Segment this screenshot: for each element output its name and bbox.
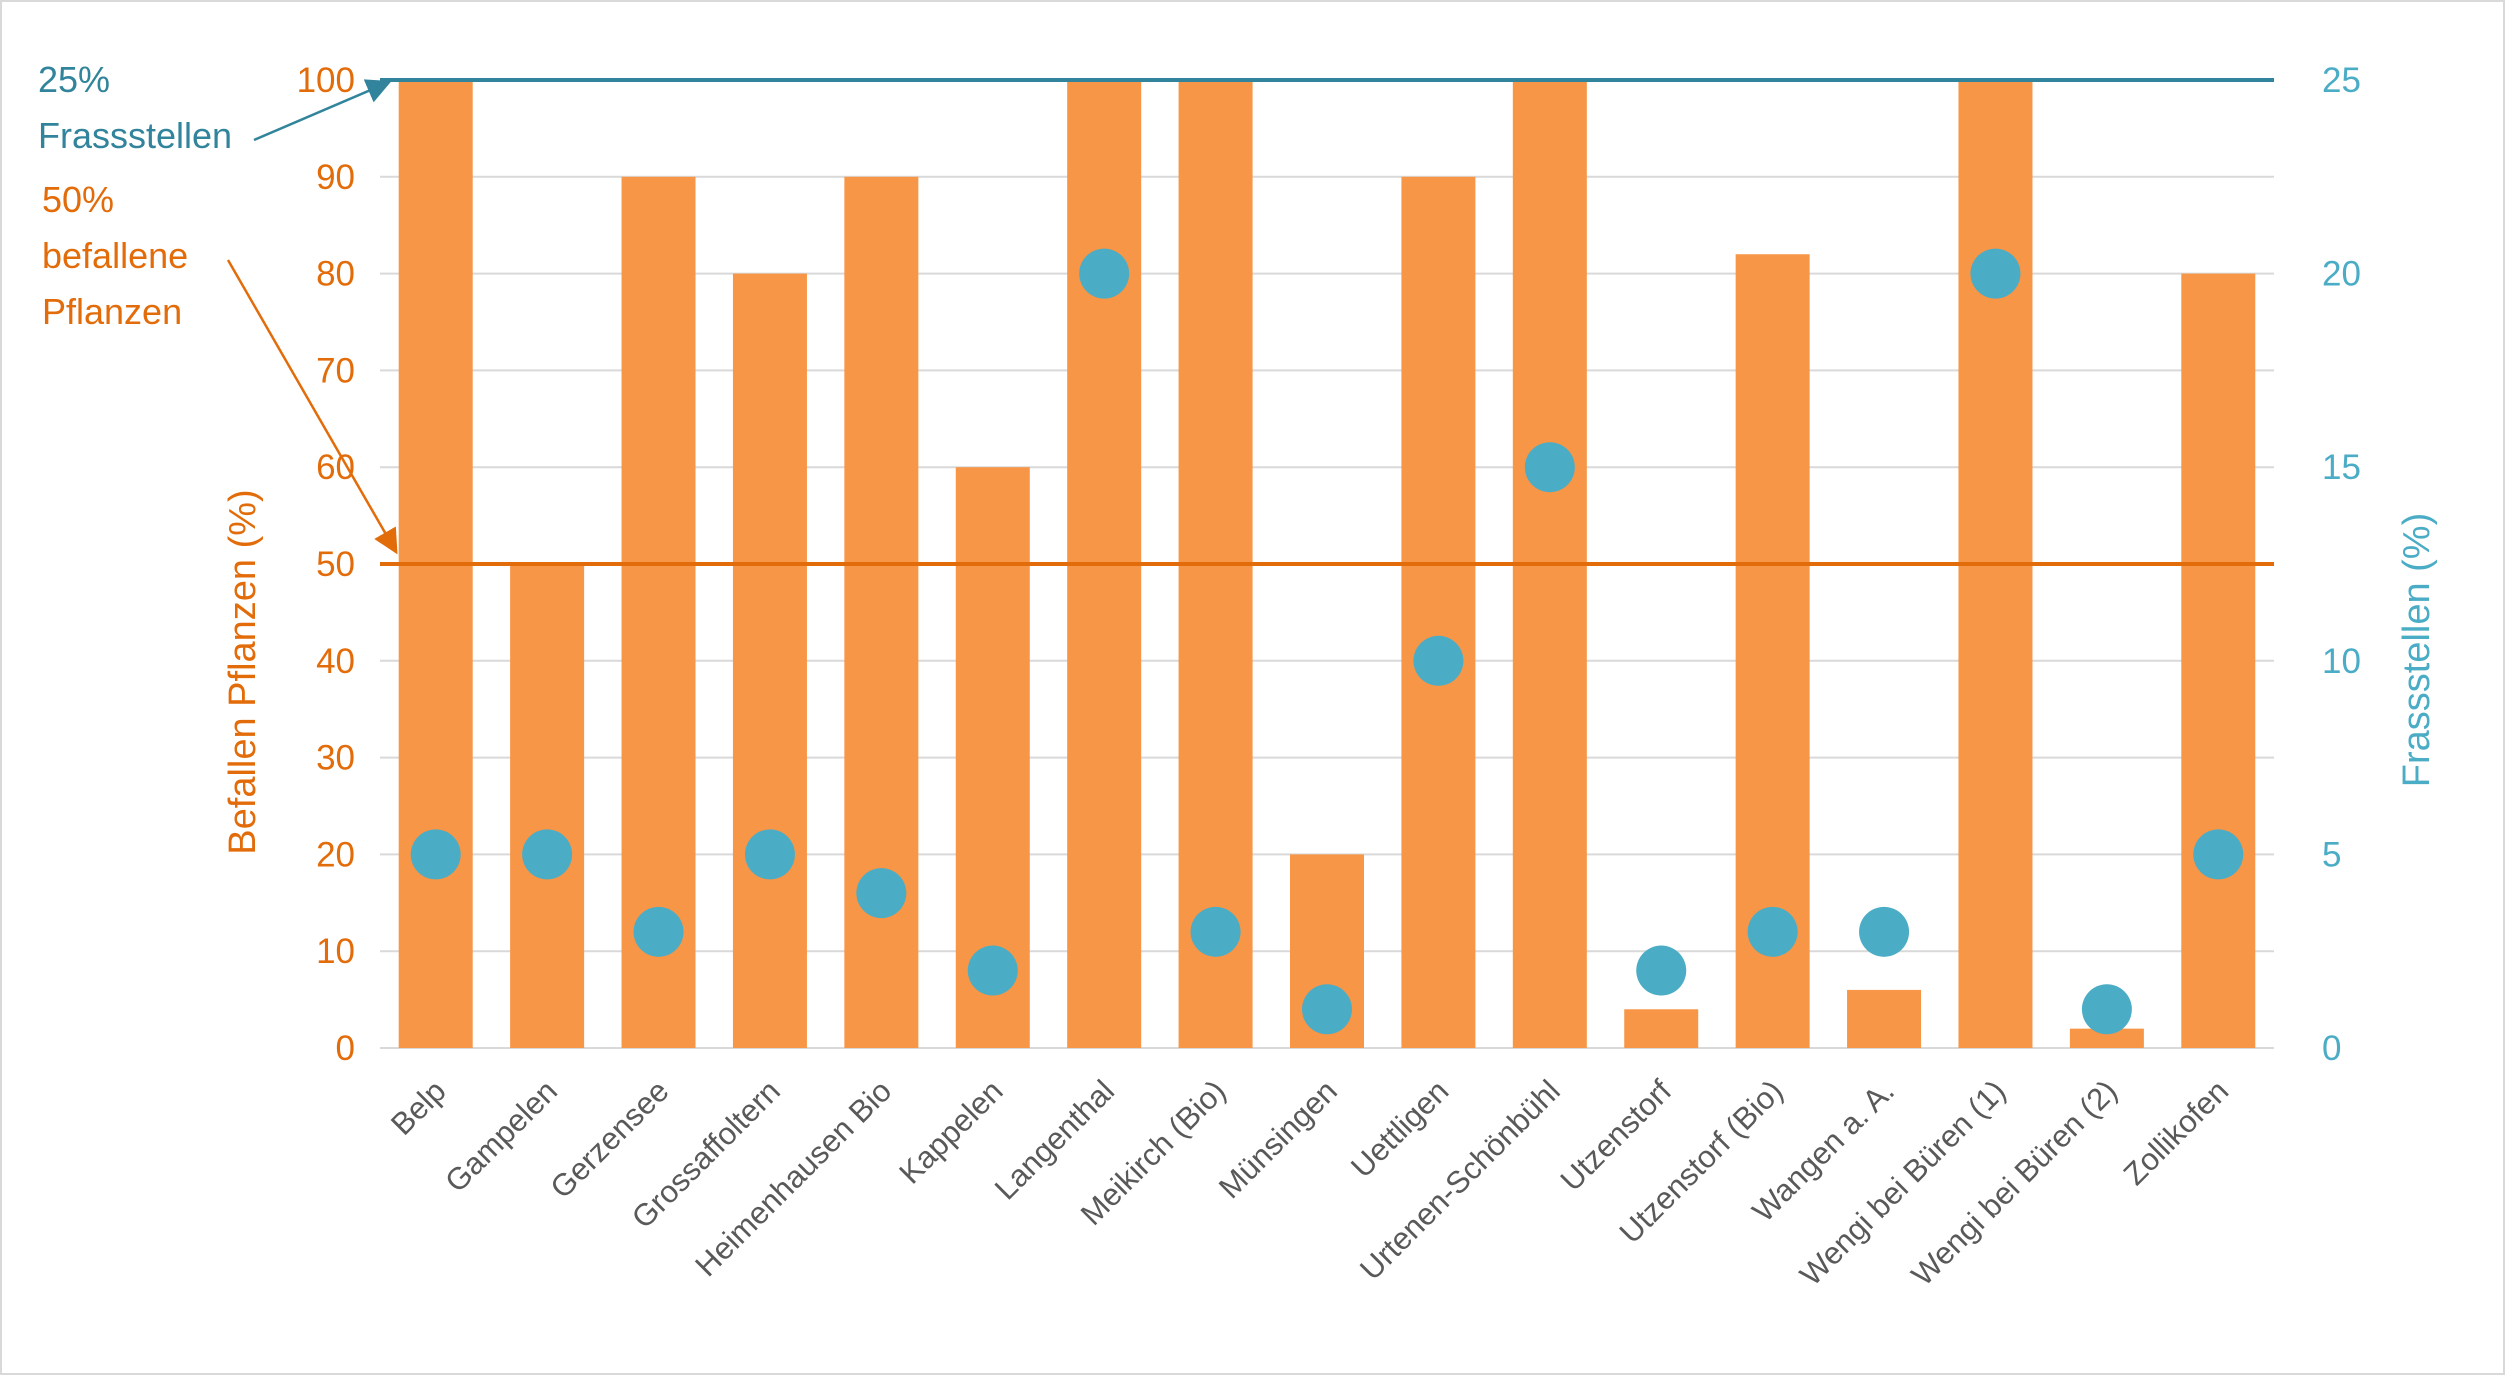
data-point	[1747, 906, 1798, 957]
data-point	[1970, 248, 2021, 299]
data-point	[744, 829, 795, 880]
y-axis-title: Befallen Pflanzen (%)	[222, 489, 264, 854]
x-tick-label: Kappelen	[892, 1073, 1009, 1190]
annotation-line: 50%	[42, 179, 114, 220]
data-point	[410, 829, 461, 880]
annotation-line: 25%	[38, 59, 110, 100]
y2-tick-label: 15	[2322, 448, 2361, 487]
data-point	[1190, 906, 1241, 957]
y-tick-label: 30	[316, 739, 355, 778]
y2-tick-label: 20	[2322, 255, 2361, 294]
annotations: 25% Frassstellen 50% befallene Pflanzen	[38, 59, 398, 555]
data-point	[1302, 984, 1352, 1035]
data-point	[1524, 442, 1575, 493]
data-point	[967, 945, 1018, 996]
x-tick-label: Heimenhausen Bio	[688, 1073, 898, 1283]
bar	[510, 564, 585, 1048]
y2-tick-label: 5	[2322, 835, 2341, 874]
bar	[732, 273, 807, 1049]
x-tick-label: Belp	[384, 1073, 453, 1142]
x-tick-label: Wengi bei Büren (2)	[1905, 1073, 2124, 1292]
y-tick-label: 80	[316, 255, 355, 294]
bar	[2069, 1028, 2144, 1048]
bar	[1847, 989, 1922, 1048]
y2-tick-label: 25	[2322, 61, 2361, 100]
data-point	[1636, 945, 1687, 996]
x-tick-label: Münsingen	[1212, 1073, 1344, 1205]
x-tick-label: Zollikofen	[2117, 1073, 2236, 1192]
y2-tick-label: 0	[2322, 1029, 2341, 1068]
y-tick-label: 40	[316, 642, 355, 681]
y-tick-label: 60	[316, 448, 355, 487]
bar	[1624, 1009, 1699, 1048]
annotation-25-frassstellen: 25% Frassstellen	[38, 59, 232, 156]
data-point	[2081, 984, 2132, 1035]
bar	[621, 176, 696, 1049]
y-axis-ticks: 0 10 20 30 40 50 60 70 80 90 100	[297, 61, 355, 1068]
bar	[2181, 273, 2256, 1049]
data-point	[633, 906, 684, 957]
annotation-50-befallene-pflanzen: 50% befallene Pflanzen	[42, 179, 188, 332]
y-tick-label: 10	[316, 932, 355, 971]
scatter-series	[410, 248, 2244, 1035]
annotation-arrow-orange	[226, 259, 398, 555]
data-point	[522, 829, 573, 880]
y-tick-label: 90	[316, 158, 355, 197]
y-tick-label: 70	[316, 351, 355, 390]
y2-tick-label: 10	[2322, 642, 2361, 681]
reference-lines	[380, 78, 2274, 566]
annotation-line: befallene	[42, 235, 188, 276]
y-tick-label: 100	[297, 61, 355, 100]
x-tick-label: Uettligen	[1344, 1073, 1455, 1184]
data-point	[856, 868, 907, 919]
data-point	[2193, 829, 2244, 880]
data-point	[1413, 635, 1464, 686]
x-axis-labels: BelpGampelenGerzenseeGrossaffolternHeime…	[384, 1073, 2235, 1293]
annotation-line: Pflanzen	[42, 291, 182, 332]
y-tick-label: 20	[316, 835, 355, 874]
data-point	[1079, 248, 1130, 299]
x-tick-label: Wengi bei Büren (1)	[1793, 1073, 2012, 1292]
y2-axis-title: Frassstellen (%)	[2396, 513, 2438, 788]
data-point	[1859, 906, 1910, 957]
bar	[1401, 176, 1476, 1049]
y-tick-label: 50	[316, 545, 355, 584]
annotation-arrow-blue	[253, 79, 392, 142]
annotation-line: Frassstellen	[38, 115, 232, 156]
y-tick-label: 0	[336, 1029, 355, 1068]
y2-axis-ticks: 0 5 10 15 20 25	[2322, 61, 2361, 1068]
x-tick-label: Urtenen-Schönbühl	[1353, 1073, 1567, 1287]
